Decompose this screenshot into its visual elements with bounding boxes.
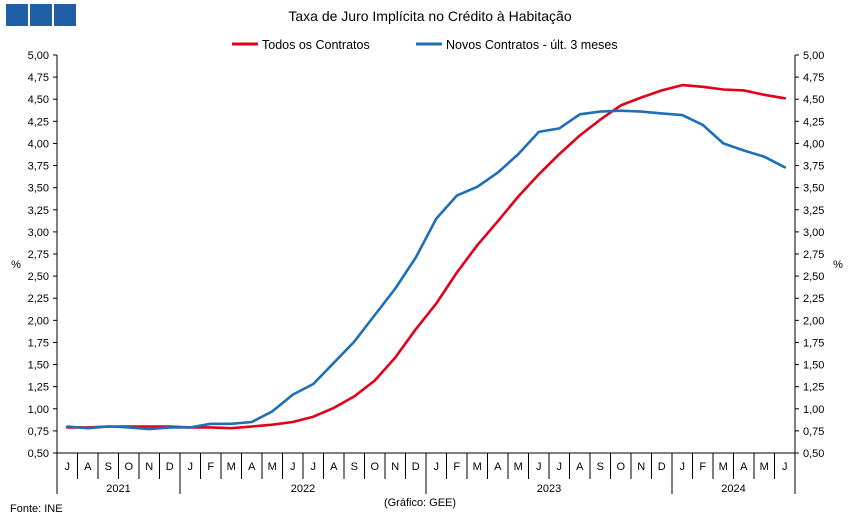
- y-tick-label-left: 2,00: [28, 315, 49, 327]
- series-line-todos-os-contratos: [66, 83, 787, 430]
- y-axis-label-left: %: [11, 259, 21, 271]
- x-tick-label: M: [719, 461, 728, 473]
- x-tick-label: A: [248, 461, 256, 473]
- x-tick-label: M: [760, 461, 769, 473]
- legend-label-novos: Novos Contratos - últ. 3 meses: [446, 38, 618, 52]
- y-tick-label-right: 2,75: [803, 249, 824, 261]
- y-tick-label-left: 2,75: [28, 249, 49, 261]
- graphic-credit: (Gráfico: GEE): [384, 497, 456, 509]
- y-tick-label-left: 3,00: [28, 227, 49, 239]
- x-tick-label: N: [637, 461, 645, 473]
- y-tick-label-left: 3,25: [28, 205, 49, 217]
- x-tick-label: J: [680, 461, 686, 473]
- y-ticks-left: 0,50 0,75 1,00 1,25 1,50 1,75 2,00 2,25 2,50 2,75…: [28, 50, 57, 460]
- x-tick-label: A: [330, 461, 338, 473]
- y-tick-label-left: 0,75: [28, 426, 49, 438]
- y-ticks-right: 0,50 0,75 1,00 1,25 1,50 1,75 2,00 2,25 2,50 2,75…: [795, 50, 824, 460]
- source-note: Fonte: INE: [10, 503, 63, 515]
- y-tick-label-right: 1,00: [803, 404, 824, 416]
- x-tick-label: J: [290, 461, 296, 473]
- y-tick-label-right: 4,00: [803, 138, 824, 150]
- x-tick-label: J: [65, 461, 71, 473]
- x-tick-label: N: [145, 461, 153, 473]
- x-tick-label: S: [105, 461, 112, 473]
- y-tick-label-left: 4,25: [28, 116, 49, 128]
- y-tick-label-right: 4,25: [803, 116, 824, 128]
- x-tick-label: D: [412, 461, 420, 473]
- y-tick-label-right: 0,50: [803, 448, 824, 460]
- x-tick-label: A: [84, 461, 92, 473]
- year-label: 2023: [537, 483, 561, 495]
- x-tick-label: J: [311, 461, 317, 473]
- x-ticks: J A S O N D J F M A M J J A S O N D J F M A M J J A S O N D J F M A M J2021…: [56, 453, 796, 495]
- x-tick-label: S: [351, 461, 358, 473]
- y-tick-label-right: 3,25: [803, 205, 824, 217]
- y-tick-label-right: 5,00: [803, 50, 824, 62]
- year-label: 2024: [721, 483, 745, 495]
- y-tick-label-left: 4,75: [28, 72, 49, 84]
- logo-square-3: [54, 4, 76, 26]
- y-tick-label-right: 0,75: [803, 426, 824, 438]
- x-tick-label: J: [536, 461, 542, 473]
- y-axis-label-right: %: [833, 259, 843, 271]
- y-tick-label-left: 4,50: [28, 94, 49, 106]
- y-tick-label-right: 1,25: [803, 382, 824, 394]
- y-tick-label-right: 2,50: [803, 271, 824, 283]
- y-tick-label-right: 3,75: [803, 161, 824, 173]
- x-tick-label: F: [207, 461, 214, 473]
- y-tick-label-left: 1,50: [28, 360, 49, 372]
- y-tick-label-left: 3,75: [28, 161, 49, 173]
- logo-square-2: [30, 4, 52, 26]
- y-tick-label-left: 2,25: [28, 293, 49, 305]
- x-tick-label: F: [453, 461, 460, 473]
- y-tick-label-right: 3,00: [803, 227, 824, 239]
- x-tick-label: J: [557, 461, 563, 473]
- x-tick-label: A: [576, 461, 584, 473]
- x-tick-label: O: [616, 461, 625, 473]
- y-tick-label-right: 4,50: [803, 94, 824, 106]
- y-tick-label-right: 1,50: [803, 360, 824, 372]
- x-tick-label: D: [658, 461, 666, 473]
- y-tick-label-left: 1,00: [28, 404, 49, 416]
- y-tick-label-left: 0,50: [28, 448, 49, 460]
- x-tick-label: F: [699, 461, 706, 473]
- chart-title: Taxa de Juro Implícita no Crédito à Habi…: [288, 8, 571, 24]
- y-tick-label-right: 2,00: [803, 315, 824, 327]
- y-tick-label-left: 1,25: [28, 382, 49, 394]
- x-tick-label: O: [124, 461, 133, 473]
- x-tick-label: A: [494, 461, 502, 473]
- x-tick-label: M: [473, 461, 482, 473]
- x-tick-label: J: [188, 461, 194, 473]
- y-tick-label-right: 3,50: [803, 183, 824, 195]
- y-tick-label-left: 2,50: [28, 271, 49, 283]
- x-tick-label: S: [597, 461, 604, 473]
- year-label: 2022: [291, 483, 315, 495]
- series-lines: [66, 83, 787, 431]
- series-line-novos-contratos: [66, 109, 787, 431]
- y-tick-label-left: 1,75: [28, 337, 49, 349]
- y-tick-label-right: 2,25: [803, 293, 824, 305]
- x-tick-label: M: [268, 461, 277, 473]
- x-tick-label: O: [370, 461, 379, 473]
- x-tick-label: J: [434, 461, 440, 473]
- x-tick-label: D: [166, 461, 174, 473]
- y-tick-label-right: 1,75: [803, 337, 824, 349]
- year-label: 2021: [106, 483, 130, 495]
- y-tick-label-right: 4,75: [803, 72, 824, 84]
- x-tick-label: M: [514, 461, 523, 473]
- y-tick-label-left: 3,50: [28, 183, 49, 195]
- x-tick-label: N: [391, 461, 399, 473]
- x-tick-label: M: [227, 461, 236, 473]
- y-tick-label-left: 4,00: [28, 138, 49, 150]
- legend: Todos os Contratos Novos Contratos - últ…: [232, 38, 618, 52]
- x-tick-label: A: [740, 461, 748, 473]
- x-tick-label: J: [782, 461, 788, 473]
- legend-label-todos: Todos os Contratos: [262, 38, 370, 52]
- y-tick-label-left: 5,00: [28, 50, 49, 62]
- logo-square-1: [6, 4, 28, 26]
